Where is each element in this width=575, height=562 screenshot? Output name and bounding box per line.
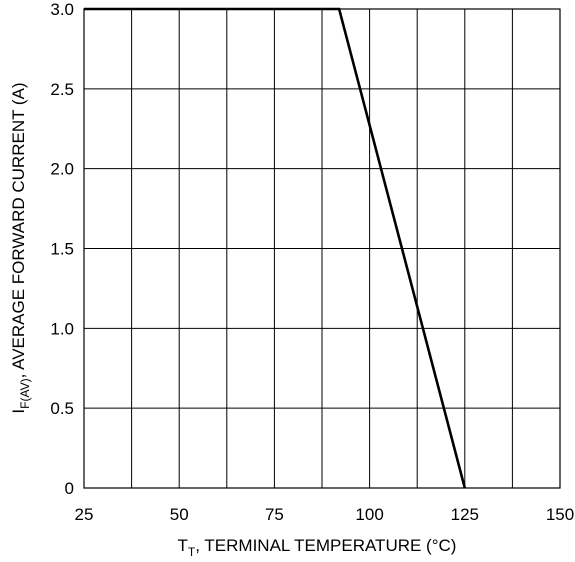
x-tick-labels: 25 50 75 100 125 150 — [75, 505, 575, 524]
y-axis-label-subscript: F(AV) — [18, 378, 32, 408]
x-tick-label: 150 — [546, 505, 574, 524]
grid-lines — [84, 8, 560, 488]
y-tick-label: 3.0 — [50, 0, 74, 19]
x-tick-label: 75 — [265, 505, 284, 524]
y-tick-label: 2.5 — [50, 80, 74, 99]
x-axis-label-main: T — [178, 536, 188, 555]
x-tick-label: 50 — [170, 505, 189, 524]
series-layer — [84, 7, 467, 489]
x-axis-label-rest: , TERMINAL TEMPERATURE (°C) — [195, 536, 456, 555]
derating-curve — [84, 7, 467, 489]
y-axis-label-rest: , AVERAGE FORWARD CURRENT (A) — [9, 82, 28, 378]
x-axis-label-subscript: T — [188, 545, 196, 559]
y-axis-label: IF(AV), AVERAGE FORWARD CURRENT (A) — [9, 82, 32, 413]
y-tick-label: 1.5 — [50, 240, 74, 259]
y-tick-label: 2.0 — [50, 160, 74, 179]
x-tick-label: 25 — [75, 505, 94, 524]
y-tick-label: 1.0 — [50, 319, 74, 338]
y-tick-labels: 0 0.5 1.0 1.5 2.0 2.5 3.0 — [50, 0, 74, 498]
y-tick-label: 0.5 — [50, 399, 74, 418]
y-axis-label-main: I — [9, 409, 28, 414]
x-axis-label: TT, TERMINAL TEMPERATURE (°C) — [178, 536, 457, 559]
x-tick-label: 125 — [451, 505, 479, 524]
x-tick-label: 100 — [355, 505, 383, 524]
y-tick-label: 0 — [65, 479, 74, 498]
